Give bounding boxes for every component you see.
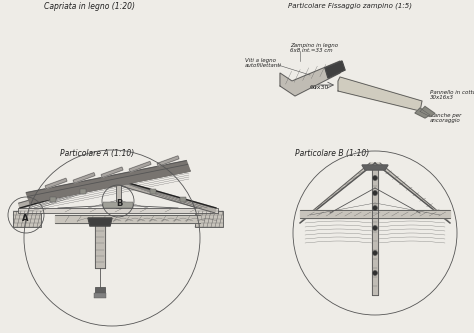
Polygon shape	[88, 218, 112, 226]
Circle shape	[373, 175, 377, 180]
Polygon shape	[372, 168, 378, 295]
Circle shape	[373, 270, 377, 275]
Bar	[18, 208, 218, 213]
Bar	[116, 185, 121, 208]
Polygon shape	[420, 107, 435, 117]
Polygon shape	[325, 61, 345, 78]
Text: A: A	[22, 214, 28, 223]
Bar	[150, 189, 156, 194]
Text: Capriata in legno (1:20): Capriata in legno (1:20)	[45, 2, 136, 11]
Polygon shape	[280, 61, 340, 96]
Polygon shape	[95, 225, 105, 268]
Polygon shape	[117, 180, 216, 213]
Bar	[13, 211, 41, 227]
Polygon shape	[415, 108, 430, 118]
Text: B: B	[116, 199, 122, 208]
Polygon shape	[73, 173, 95, 183]
Bar	[95, 287, 105, 293]
Bar	[80, 189, 86, 194]
Text: Zampino in legno
6x8 int.=33 cm: Zampino in legno 6x8 int.=33 cm	[290, 43, 338, 53]
Polygon shape	[129, 162, 151, 172]
Polygon shape	[26, 161, 190, 203]
Polygon shape	[300, 163, 375, 223]
Polygon shape	[45, 178, 67, 189]
Polygon shape	[157, 156, 179, 166]
Polygon shape	[300, 210, 450, 218]
Bar	[94, 293, 106, 298]
Text: Particolare Fissaggio zampino (1:5): Particolare Fissaggio zampino (1:5)	[288, 2, 412, 9]
Text: Pannello in cotto
30x16x3: Pannello in cotto 30x16x3	[430, 90, 474, 101]
Polygon shape	[55, 215, 200, 223]
Polygon shape	[338, 77, 422, 111]
Circle shape	[373, 250, 377, 255]
Circle shape	[373, 225, 377, 230]
Polygon shape	[18, 175, 118, 208]
Polygon shape	[101, 167, 123, 177]
Text: Viti a legno
autofillettanti: Viti a legno autofillettanti	[245, 58, 282, 68]
Bar	[180, 197, 186, 202]
Text: Particolare A (1:10): Particolare A (1:10)	[60, 149, 134, 158]
Bar	[195, 211, 223, 227]
Text: Particolare B (1:10): Particolare B (1:10)	[295, 149, 369, 158]
Bar	[50, 197, 56, 202]
Polygon shape	[375, 163, 450, 223]
Circle shape	[373, 205, 377, 210]
Circle shape	[373, 190, 377, 195]
Polygon shape	[362, 165, 388, 170]
Text: Zanche per
ancoraggio: Zanche per ancoraggio	[430, 113, 461, 124]
Text: 60x30: 60x30	[310, 85, 329, 90]
Bar	[103, 202, 133, 208]
Polygon shape	[27, 165, 190, 203]
